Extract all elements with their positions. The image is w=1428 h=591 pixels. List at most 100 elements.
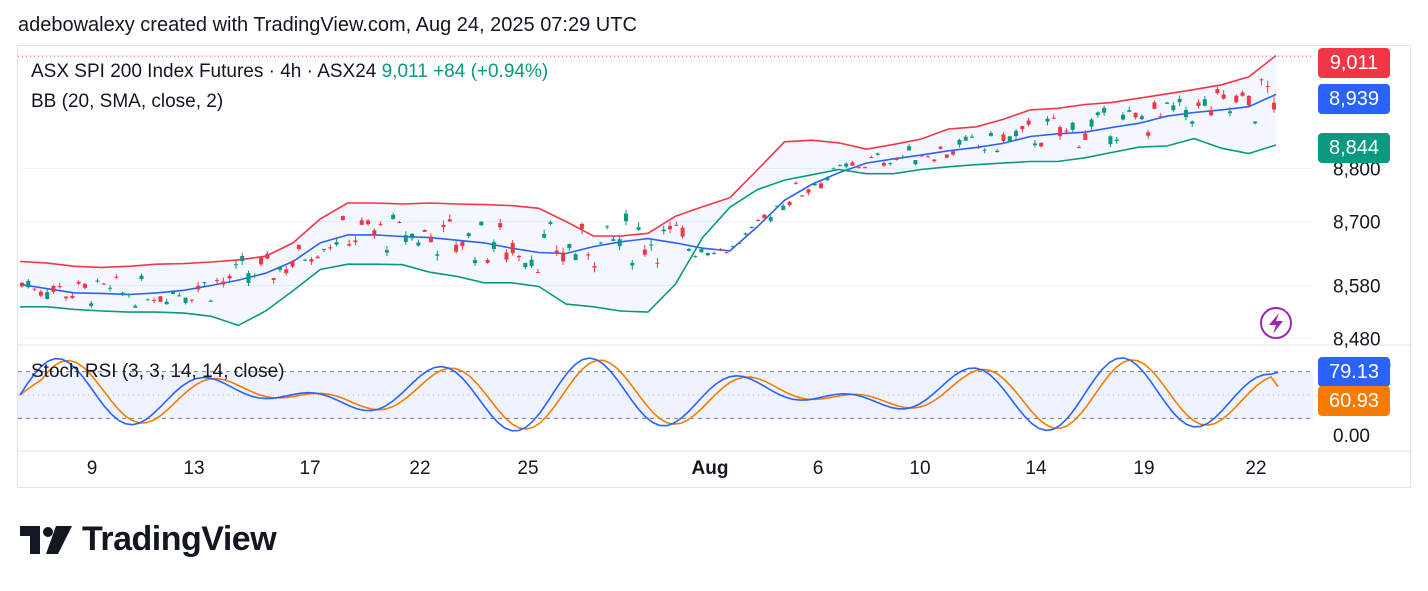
candle-up [391, 212, 396, 220]
candle-down [869, 155, 874, 159]
candle-body [1051, 117, 1056, 119]
candle-down [561, 247, 566, 265]
candle-body [422, 229, 427, 232]
candle-body [573, 254, 578, 261]
stoch-legend[interactable]: Stoch RSI (3, 3, 14, 14, close) [31, 361, 285, 382]
candle-body [988, 132, 993, 136]
candle-down [806, 188, 811, 196]
candle-body [221, 281, 226, 285]
candle-up [1108, 135, 1113, 147]
price-pane: 8,800 8,700 8,580 8,480 [18, 54, 1412, 452]
candle-up [26, 278, 31, 289]
candle-body [114, 276, 119, 278]
candle-body [523, 262, 528, 268]
candle-body [441, 224, 446, 228]
candle-up [1183, 106, 1188, 121]
candle-up [875, 152, 880, 156]
candle-down [724, 251, 729, 254]
candle-up [1089, 118, 1094, 130]
candle-body [1221, 94, 1226, 99]
candle-body [749, 226, 754, 228]
candle-down [158, 296, 163, 303]
stoch-y-tick: 0.00 [1333, 426, 1370, 447]
candle-up [598, 241, 603, 245]
candle-down [38, 289, 43, 298]
candle-up [1177, 95, 1182, 106]
candle-body [888, 163, 893, 165]
candle-body [328, 247, 333, 249]
candle-body [856, 166, 861, 168]
candle-body [265, 253, 270, 259]
candle-up [1127, 106, 1132, 113]
candle-body [1227, 111, 1232, 114]
candle-body [567, 244, 572, 249]
candle-down [1215, 86, 1220, 95]
candle-body [271, 278, 276, 281]
candle-body [20, 282, 24, 287]
candle-body [1246, 95, 1251, 106]
candle-body [705, 252, 710, 256]
bb-legend[interactable]: BB (20, SMA, close, 2) [31, 91, 224, 112]
tradingview-logo[interactable]: TradingView [20, 520, 277, 559]
x-tick-label: 13 [183, 458, 204, 479]
candle-up [605, 225, 610, 230]
price-change-value: +84 (+0.94%) [433, 61, 549, 82]
candle-down [82, 283, 87, 290]
x-tick-label: 17 [299, 458, 320, 479]
candle-body [391, 214, 396, 220]
candle-body [95, 280, 100, 282]
candle-up [730, 245, 735, 248]
candle-up [491, 239, 496, 253]
candle-body [1032, 143, 1037, 146]
candle-up [89, 301, 94, 309]
candle-down [1076, 145, 1081, 149]
candle-down [259, 256, 264, 267]
candle-down [894, 157, 899, 161]
candle-body [259, 257, 264, 265]
symbol-legend[interactable]: ASX SPI 200 Index Futures · 4h · ASX24 9… [31, 61, 548, 83]
candle-body [133, 305, 138, 308]
candle-body [1133, 112, 1138, 118]
candle-body [120, 292, 125, 296]
candle-down [1158, 113, 1163, 118]
candle-body [1240, 92, 1245, 96]
chart-frame[interactable]: 8,800 8,700 8,580 8,480 100.000.00 9 13 17 22 2… [17, 45, 1412, 489]
candle-down [655, 258, 660, 269]
candle-up [435, 250, 440, 261]
candle-body [510, 242, 515, 254]
candle-body [70, 295, 75, 298]
x-tick-label: 6 [813, 458, 824, 479]
candle-down [762, 214, 767, 220]
candle-up [712, 251, 717, 255]
candle-up [661, 225, 666, 235]
candle-up [1227, 107, 1232, 117]
candle-down [1259, 78, 1264, 86]
candle-down [315, 255, 320, 259]
candle-down [271, 277, 276, 284]
candle-body [416, 242, 421, 246]
candle-up [529, 255, 534, 268]
candle-down [76, 279, 81, 286]
candle-body [45, 292, 50, 299]
candle-down [510, 240, 515, 256]
candle-body [1152, 102, 1157, 109]
candle-body [1165, 102, 1170, 104]
price-chart[interactable]: 8,800 8,700 8,580 8,480 100.000.00 9 13 17 22 2… [18, 46, 1412, 489]
y-tick-label: 8,800 [1333, 159, 1381, 180]
candle-body [233, 264, 238, 266]
candle-body [454, 244, 459, 252]
candle-up [913, 160, 918, 166]
candle-body [208, 300, 213, 302]
candle-up [1007, 135, 1012, 142]
candle-down [290, 259, 295, 269]
candle-up [1139, 114, 1144, 121]
candle-body [126, 294, 131, 296]
candle-body [1171, 105, 1176, 111]
candle-up [1121, 112, 1126, 121]
candle-body [1014, 130, 1019, 137]
candle-body [202, 282, 207, 284]
candle-body [410, 233, 415, 239]
candle-body [1215, 89, 1220, 94]
candle-up [1190, 120, 1195, 127]
candle-body [321, 248, 326, 251]
